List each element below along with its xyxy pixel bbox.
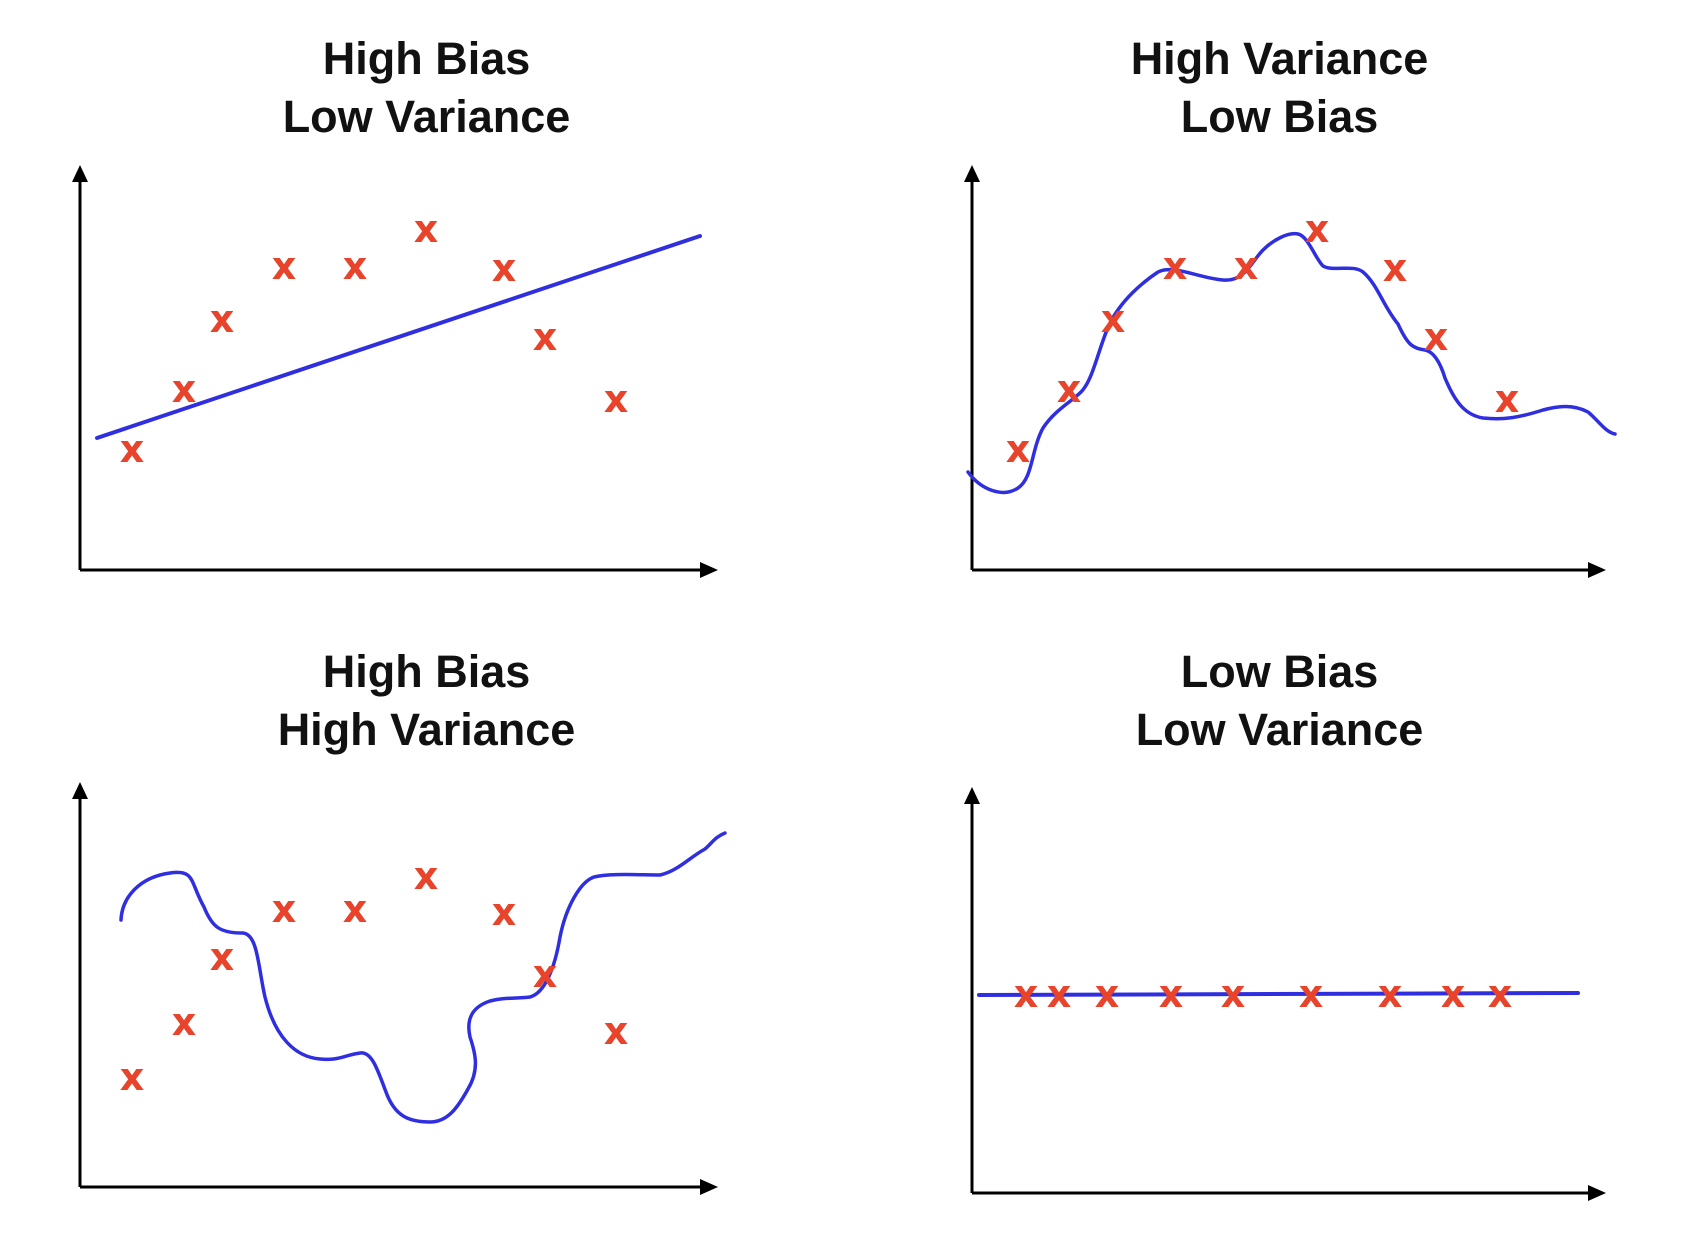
data-point: x	[1378, 972, 1403, 1016]
axes	[72, 782, 718, 1195]
data-points: x x x x x x x x x	[120, 207, 629, 471]
data-point: x	[414, 207, 439, 251]
data-point: x	[1441, 972, 1466, 1016]
data-point: x	[343, 244, 368, 288]
data-point: x	[1095, 972, 1120, 1016]
fit-curve	[119, 831, 727, 1124]
data-point: x	[343, 887, 368, 931]
data-point: x	[1383, 246, 1408, 290]
data-point: x	[172, 367, 197, 411]
plot-area: x x x x x x x x x	[72, 782, 727, 1195]
plot-area: x x x x x x x x x	[964, 165, 1617, 578]
data-point: x	[1159, 972, 1184, 1016]
data-point: x	[1234, 244, 1259, 288]
axes	[964, 787, 1606, 1201]
data-point: x	[1424, 315, 1449, 359]
fit-line	[977, 991, 1580, 997]
fit-line	[95, 234, 702, 440]
title-line-1: Low Bias	[1180, 646, 1379, 697]
data-point: x	[210, 935, 235, 979]
plot-area: x x x x x x x x x	[72, 165, 718, 578]
data-points: x x x x x x x x x	[120, 854, 629, 1099]
panel-title: High Bias Low Variance	[0, 30, 853, 146]
panel-high-bias-low-variance: High Bias Low Variance x x x x x x x x x	[0, 0, 853, 627]
x-axis-arrowhead	[700, 562, 718, 578]
data-point: x	[1006, 427, 1031, 471]
title-line-1: High Bias	[322, 33, 531, 84]
data-point: x	[492, 890, 517, 934]
data-points: x x x x x x x x x	[1006, 207, 1520, 471]
y-axis-arrowhead	[72, 782, 88, 799]
data-point: x	[492, 246, 517, 290]
data-point: x	[172, 1000, 197, 1044]
panel-high-variance-low-bias: High Variance Low Bias x x x x x x x x x	[853, 0, 1706, 627]
x-axis-arrowhead	[1588, 1185, 1606, 1201]
x-axis-arrowhead	[1588, 562, 1606, 578]
data-point: x	[604, 377, 629, 421]
title-line-2: High Variance	[277, 704, 576, 755]
data-point: x	[1047, 972, 1072, 1016]
data-point: x	[533, 952, 558, 996]
axes	[72, 165, 718, 578]
title-line-1: High Variance	[1130, 33, 1429, 84]
data-point: x	[1305, 207, 1330, 251]
data-point: x	[272, 244, 297, 288]
title-line-2: Low Bias	[1180, 91, 1379, 142]
data-point: x	[414, 854, 439, 898]
panel-low-bias-low-variance: Low Bias Low Variance x x x x x x x x x	[853, 627, 1706, 1254]
data-point: x	[1163, 244, 1188, 288]
panel-title: Low Bias Low Variance	[853, 643, 1706, 759]
title-line-2: Low Variance	[1135, 704, 1424, 755]
title-line-2: Low Variance	[282, 91, 571, 142]
data-point: x	[1299, 972, 1324, 1016]
data-point: x	[272, 887, 297, 931]
panel-title: High Variance Low Bias	[853, 30, 1706, 146]
y-axis-arrowhead	[964, 787, 980, 804]
axes	[964, 165, 1606, 578]
data-point: x	[1014, 972, 1039, 1016]
data-points: x x x x x x x x x	[1014, 972, 1513, 1016]
plot-area: x x x x x x x x x	[964, 787, 1606, 1201]
data-point: x	[120, 1055, 145, 1099]
y-axis-arrowhead	[964, 165, 980, 182]
data-point: x	[1495, 377, 1520, 421]
data-point: x	[1221, 972, 1246, 1016]
y-axis-arrowhead	[72, 165, 88, 182]
title-line-1: High Bias	[322, 646, 531, 697]
fit-curve	[966, 231, 1617, 494]
panel-title: High Bias High Variance	[0, 643, 853, 759]
data-point: x	[120, 427, 145, 471]
data-point: x	[1057, 367, 1082, 411]
data-point: x	[210, 297, 235, 341]
data-point: x	[1488, 972, 1513, 1016]
panel-high-bias-high-variance: High Bias High Variance x x x x x x x x …	[0, 627, 853, 1254]
data-point: x	[604, 1009, 629, 1053]
data-point: x	[533, 315, 558, 359]
data-point: x	[1101, 297, 1126, 341]
x-axis-arrowhead	[700, 1179, 718, 1195]
